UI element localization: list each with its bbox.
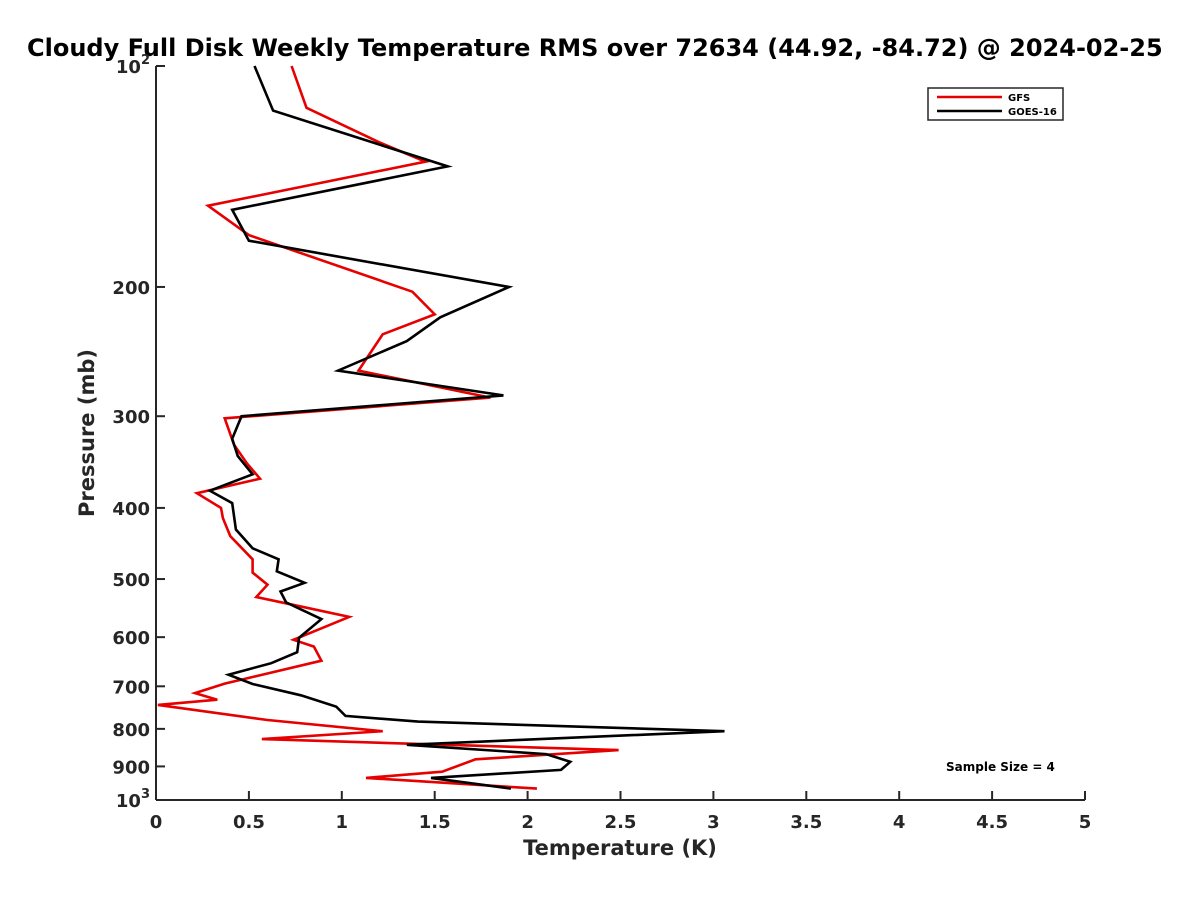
y-axis-label: Pressure (mb) [75,349,99,517]
legend-label: GFS [1008,93,1030,104]
x-tick-label: 3 [707,812,720,833]
x-tick-label: 2.5 [605,812,637,833]
y-tick-label: 400 [112,499,150,520]
sample-size-annotation: Sample Size = 4 [946,760,1055,774]
x-axis-label: Temperature (K) [523,836,717,860]
x-tick-label: 1 [336,812,349,833]
legend-box [927,87,1064,121]
chart-title: Cloudy Full Disk Weekly Temperature RMS … [27,34,1163,62]
x-tick-label: 2 [521,812,534,833]
y-tick-label: 200 [112,278,150,299]
y-tick-label: 700 [112,677,150,698]
x-tick-label: 0 [150,812,163,833]
series-layer [157,65,725,790]
x-tick-label: 4 [893,812,906,833]
series-line-2 [206,65,725,790]
y-tick-label: 103 [116,787,150,812]
legend: GFS GOES-16 [927,87,1064,121]
y-tick-label: 102 [116,53,150,78]
series-line-1 [157,65,619,790]
axes-layer: 0 0.5 1 1.5 2 2.5 3 3.5 4 4.5 5 102 200 300 400 500 600 7… [112,53,1091,833]
y-tick-label: 500 [112,570,150,591]
x-tick-label: 1.5 [419,812,451,833]
x-tick-label: 5 [1079,812,1092,833]
legend-items: GFS GOES-16 [937,93,1057,118]
y-tick-label: 900 [112,757,150,778]
y-tick-label: 800 [112,720,150,741]
x-tick-label: 0.5 [233,812,265,833]
legend-label: GOES-16 [1008,107,1057,118]
y-tick-label: 600 [112,628,150,649]
x-tick-label: 4.5 [976,812,1008,833]
y-tick-label: 300 [112,407,150,428]
x-tick-label: 3.5 [790,812,822,833]
